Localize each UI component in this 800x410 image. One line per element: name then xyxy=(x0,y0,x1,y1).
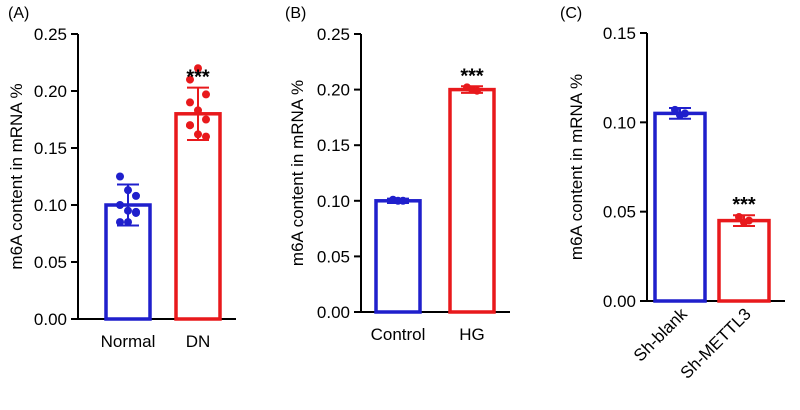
bar-dn xyxy=(174,112,222,321)
bar-hg xyxy=(448,87,496,314)
y-axis-title: m6A content in mRNA % xyxy=(288,80,307,266)
data-point xyxy=(186,98,194,107)
chart-panel-3: (C) m6A content in mRNA % 0.00 0.05 0.10 0.15… xyxy=(560,5,785,383)
data-point xyxy=(202,132,210,141)
significance-label: *** xyxy=(732,194,756,216)
data-point xyxy=(671,105,679,114)
data-point xyxy=(399,196,407,205)
x-tick-label: Sh-blank xyxy=(630,304,691,365)
y-tick-label: 0.05 xyxy=(603,203,636,222)
data-point xyxy=(124,186,132,195)
x-tick-label: Control xyxy=(371,325,426,344)
bar-sh-blank xyxy=(653,111,707,303)
data-point xyxy=(473,86,481,95)
data-point xyxy=(194,64,202,73)
significance-label: *** xyxy=(186,67,210,89)
data-point xyxy=(194,130,202,139)
data-point xyxy=(735,213,743,222)
data-point xyxy=(745,216,753,225)
data-point xyxy=(116,218,124,227)
x-tick-label: Normal xyxy=(101,332,156,351)
panel-label: (A) xyxy=(8,5,29,22)
data-point xyxy=(186,75,194,84)
panel-label: (C) xyxy=(560,5,582,22)
data-point xyxy=(194,106,202,115)
y-tick-label: 0.25 xyxy=(317,25,350,44)
y-tick-label: 0.10 xyxy=(317,192,350,211)
y-tick-label: 0.05 xyxy=(34,253,67,272)
y-tick-label: 0.20 xyxy=(34,82,67,101)
data-point xyxy=(116,172,124,181)
y-tick-label: 0.00 xyxy=(603,292,636,311)
y-tick-label: 0.15 xyxy=(603,24,636,43)
bar-sh-mettl3 xyxy=(717,218,771,303)
data-point xyxy=(116,201,124,209)
y-axis-title: m6A content in mRNA % xyxy=(567,74,586,260)
panel-label: (B) xyxy=(285,5,306,22)
y-tick-label: 0.20 xyxy=(317,81,350,100)
data-point xyxy=(681,109,689,118)
y-tick-label: 0.10 xyxy=(34,196,67,215)
y-tick-label: 0.10 xyxy=(603,113,636,132)
chart-panel-1: (A) m6A content in mRNA % 0.00 0.05 0.10 0.15… xyxy=(7,5,236,351)
y-tick-label: 0.15 xyxy=(317,136,350,155)
data-point xyxy=(124,206,132,215)
data-point xyxy=(132,207,140,216)
y-tick-label: 0.05 xyxy=(317,247,350,266)
y-axis-title: m6A content in mRNA % xyxy=(7,83,26,269)
bar-control xyxy=(374,199,422,314)
chart-panel-2: (B) m6A content in mRNA % 0.00 0.05 0.10 0.15… xyxy=(285,5,510,344)
data-point xyxy=(132,191,140,200)
x-tick-label: DN xyxy=(186,332,211,351)
data-point xyxy=(202,115,210,124)
data-point xyxy=(202,90,210,99)
data-point xyxy=(124,218,132,227)
significance-label: *** xyxy=(460,65,484,87)
x-tick-label: HG xyxy=(459,325,485,344)
y-tick-label: 0.00 xyxy=(34,310,67,329)
y-tick-label: 0.00 xyxy=(317,303,350,322)
data-point xyxy=(186,121,194,130)
y-tick-label: 0.25 xyxy=(34,25,67,44)
y-tick-label: 0.15 xyxy=(34,139,67,158)
